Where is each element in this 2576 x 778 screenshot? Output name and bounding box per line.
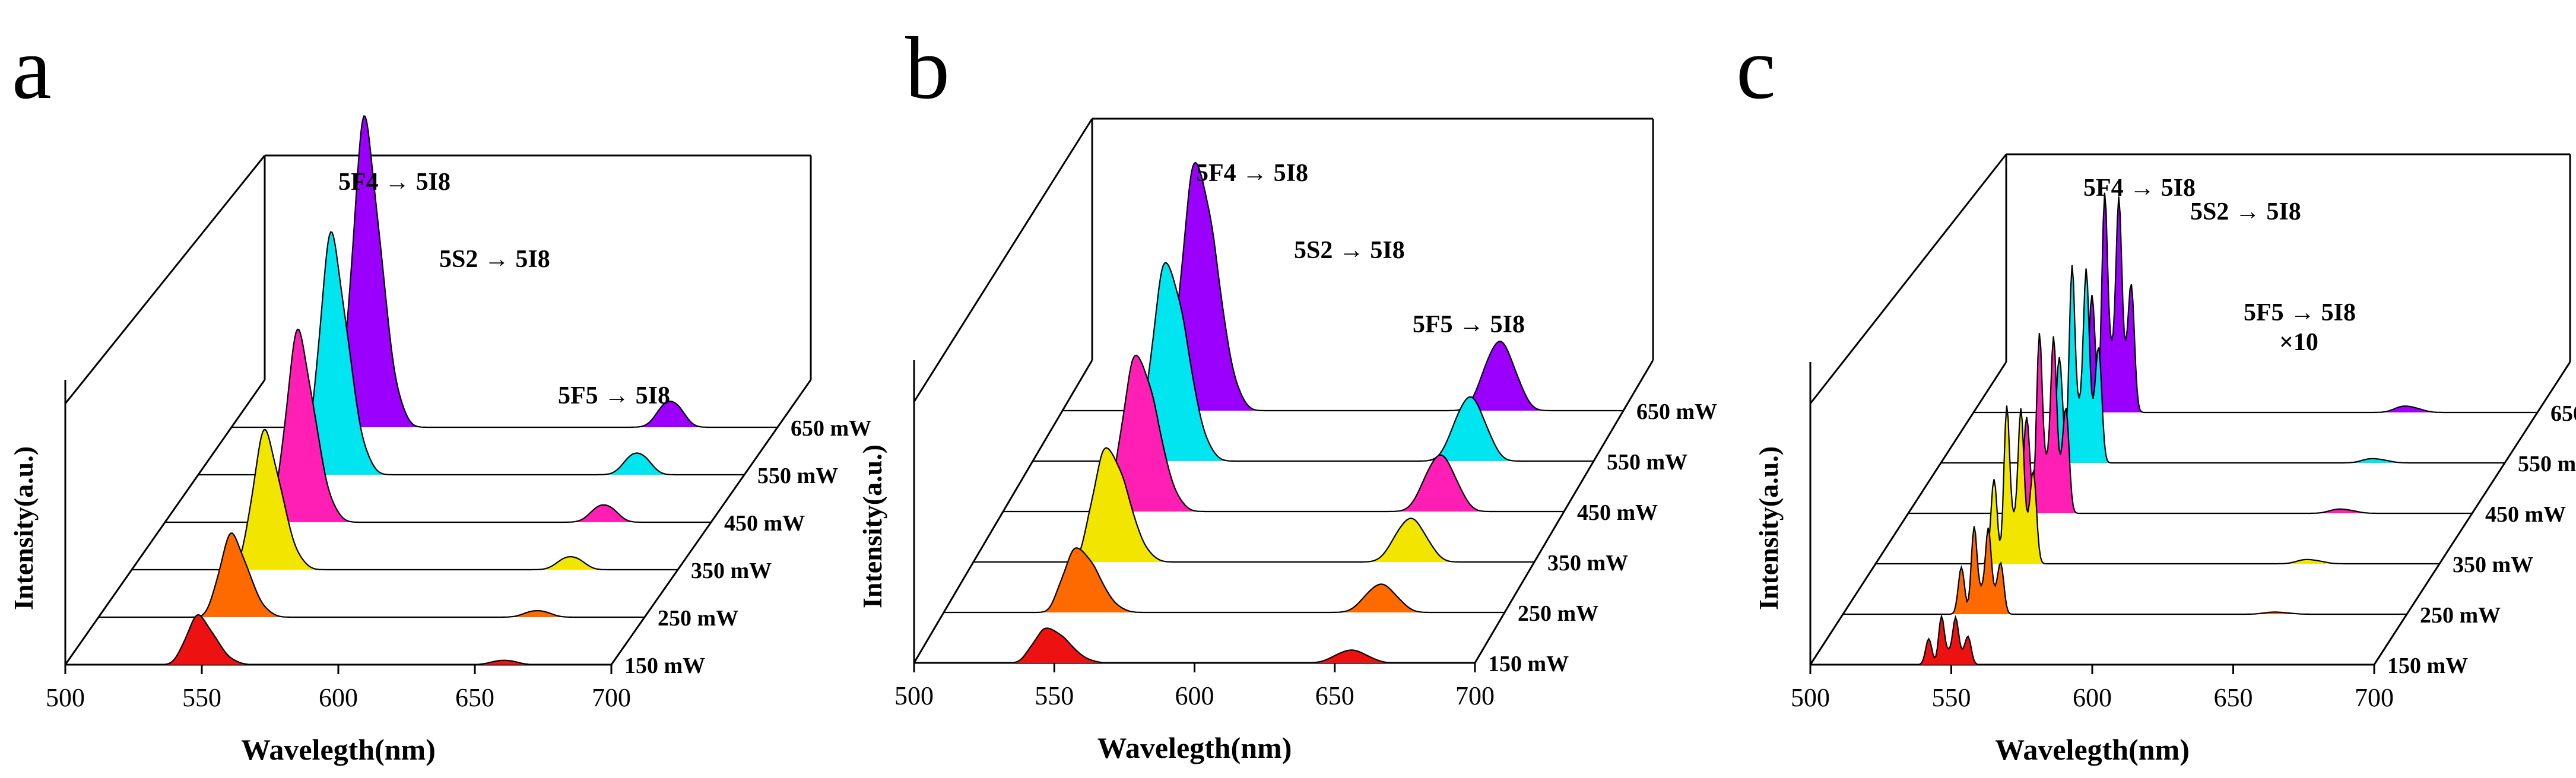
power-label: 150 mW <box>624 653 705 678</box>
power-label: 250 mW <box>658 606 738 631</box>
spectrum-line <box>65 614 611 666</box>
spectrum-fill <box>914 628 1475 663</box>
power-label: 650 mW <box>1636 399 1717 424</box>
x-tick-label: 550 <box>182 683 221 712</box>
axes-frame <box>64 154 812 666</box>
panel-c: 500 550 600 650 700 Wavelegth(nm) Intensity(a.… <box>1736 19 2576 766</box>
y-axis-label: Intensity(a.u.) <box>857 444 887 608</box>
x-tick-label: 650 <box>455 683 494 712</box>
x-axis-label: Wavelegth(nm) <box>241 733 436 766</box>
wall-top-edge <box>913 118 1093 402</box>
x-axis-label: Wavelegth(nm) <box>1995 733 2190 766</box>
spectrum-fill <box>1974 192 2537 412</box>
spectrum-fill <box>165 329 711 522</box>
panel-letter: a <box>12 19 52 118</box>
x-tick-label: 650 <box>1315 681 1354 710</box>
spectrum-fill <box>198 231 744 475</box>
spectrum-fill <box>1843 526 2407 614</box>
panel-letter: c <box>1736 19 1776 118</box>
panel-a: 500 550 600 650 700 Wavelegth(nm) Intensity(a.… <box>8 19 871 766</box>
panel-b: 500 550 600 650 700 Wavelegth(nm) Intensity(a.… <box>857 19 1717 764</box>
spectrum-fill <box>1876 405 2439 564</box>
power-label: 550 mW <box>1607 450 1687 475</box>
spectrum-line <box>973 447 1534 563</box>
spectrum-fill <box>1908 333 2472 513</box>
x-tick-label: 650 <box>2214 683 2253 712</box>
power-label: 250 mW <box>2420 603 2501 628</box>
wall-top-edge <box>64 155 266 404</box>
spectrum-fill <box>1062 163 1623 411</box>
x-tick-label: 600 <box>1175 681 1214 710</box>
power-label: 650 mW <box>2550 401 2576 426</box>
axes-frame <box>1809 153 2571 666</box>
x-tick-label: 500 <box>1791 683 1830 712</box>
spectrum-line <box>1843 526 2407 615</box>
spectrum-fill <box>65 615 611 665</box>
transition-label: 5F5 → 5I8 <box>2244 299 2356 326</box>
x-tick-label: 700 <box>2355 683 2394 712</box>
spectrum-fill <box>132 430 678 570</box>
x-tick-label: 700 <box>592 683 631 712</box>
power-label: 550 mW <box>757 463 838 488</box>
power-label: 150 mW <box>2387 653 2468 678</box>
transition-label: 5F4 → 5I8 <box>338 169 451 196</box>
spectrum-fill <box>1003 355 1564 512</box>
spectrum-fill <box>99 533 645 617</box>
power-label: 450 mW <box>724 511 805 536</box>
transition-label: ×10 <box>2279 329 2318 356</box>
transition-label: 5F5 → 5I8 <box>558 382 670 409</box>
power-label: 350 mW <box>691 558 772 583</box>
power-label: 450 mW <box>2485 502 2566 527</box>
y-axis-label: Intensity(a.u.) <box>1753 446 1784 610</box>
transition-label: 5F4 → 5I8 <box>2083 174 2196 202</box>
spectrum-line <box>132 428 678 571</box>
power-label: 350 mW <box>2453 552 2533 577</box>
spectrum-fill <box>1941 265 2505 463</box>
power-label: 350 mW <box>1547 551 1628 576</box>
spectrum-line <box>165 328 711 523</box>
x-tick-label: 500 <box>46 683 85 712</box>
x-tick-label: 600 <box>2073 683 2112 712</box>
x-tick-label: 500 <box>894 681 934 710</box>
transition-label: 5F5 → 5I8 <box>1413 311 1525 338</box>
x-axis-label: Wavelegth(nm) <box>1097 731 1292 764</box>
power-label: 150 mW <box>1488 652 1569 677</box>
power-label: 550 mW <box>2518 452 2576 477</box>
transition-label: 5S2 → 5I8 <box>439 246 550 273</box>
transition-label: 5S2 → 5I8 <box>1294 237 1405 264</box>
y-axis-label: Intensity(a.u.) <box>8 446 39 610</box>
x-tick-label: 700 <box>1455 681 1495 710</box>
x-tick-label: 600 <box>319 683 358 712</box>
power-label: 250 mW <box>1518 601 1598 626</box>
spectrum-line <box>944 547 1505 614</box>
spectrum-fill <box>1033 262 1594 461</box>
spectrum-fill <box>231 116 778 427</box>
spectrum-line <box>1810 614 2374 666</box>
wall-top-edge <box>1809 154 2007 404</box>
x-tick-label: 550 <box>1035 681 1074 710</box>
spectrum-line <box>1876 405 2439 565</box>
axes-frame <box>913 118 1654 664</box>
power-label: 450 mW <box>1577 500 1658 525</box>
power-label: 650 mW <box>791 416 871 441</box>
spectrum-fill <box>973 447 1534 562</box>
spectrum-line <box>914 627 1475 664</box>
x-tick-label: 550 <box>1932 683 1971 712</box>
transition-label: 5F4 → 5I8 <box>1196 160 1308 187</box>
spectrum-line <box>99 532 645 618</box>
transition-label: 5S2 → 5I8 <box>2190 198 2301 226</box>
spectrum-fill <box>944 548 1505 612</box>
panel-letter: b <box>905 19 950 118</box>
spectrum-fill <box>1810 616 2374 665</box>
spectrum-line <box>1062 161 1623 412</box>
